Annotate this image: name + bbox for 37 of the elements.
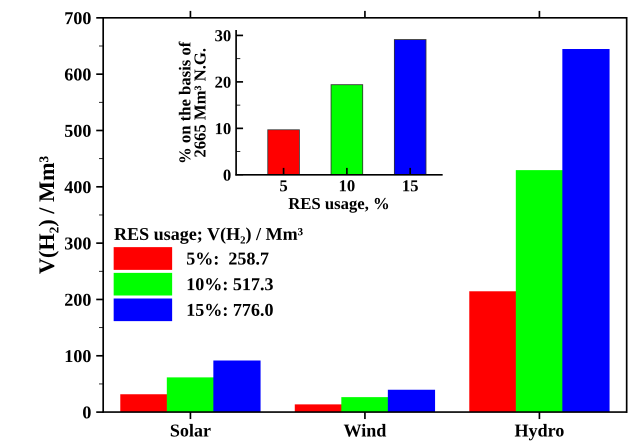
bar (388, 390, 436, 412)
y-tick-label: 30 (215, 30, 231, 42)
y-tick-label: 0 (83, 406, 91, 419)
bar (267, 129, 300, 175)
x-tick-label: Wind (344, 424, 386, 437)
y-tick-label: 400 (64, 181, 91, 194)
y-tick-label: 0 (224, 170, 231, 181)
bar (294, 404, 342, 412)
y-axis-title: V(H₂) / Mm³ (38, 156, 59, 274)
x-axis-title: RES usage, % (288, 198, 388, 213)
x-tick-label: Hydro (514, 424, 564, 440)
bar (516, 170, 564, 412)
y-tick-label: 200 (65, 294, 91, 306)
x-tick-label: 5 (280, 180, 288, 192)
y-tick-label: 600 (64, 68, 91, 81)
y-tick-label: 20 (215, 76, 231, 88)
bar (394, 39, 426, 175)
y-tick-label: 100 (66, 350, 91, 362)
bar (341, 397, 389, 412)
bar (469, 291, 517, 412)
bar (213, 360, 261, 412)
y-tick-label: 700 (65, 12, 91, 24)
bar (330, 84, 364, 175)
x-tick-label: Solar (170, 424, 211, 437)
y-tick-label: 500 (65, 124, 91, 137)
x-tick-label: 15 (403, 180, 418, 192)
x-tick-label: 10 (340, 180, 355, 192)
y-tick-label: 300 (64, 237, 91, 250)
legend-label: 10%: 517.3 (188, 278, 273, 290)
legend-title: RES usage; V(H₂) / Mm³ (114, 227, 303, 244)
y-axis-title: % on the basis of 2665 Mm³ N.G. (178, 42, 206, 162)
y-tick-label: 10 (216, 123, 231, 134)
bar (166, 377, 214, 412)
legend-label: 5%: 258.7 (186, 252, 269, 265)
bar (562, 49, 610, 412)
bar (120, 394, 168, 412)
legend-label: 15%: 776.0 (188, 304, 273, 316)
